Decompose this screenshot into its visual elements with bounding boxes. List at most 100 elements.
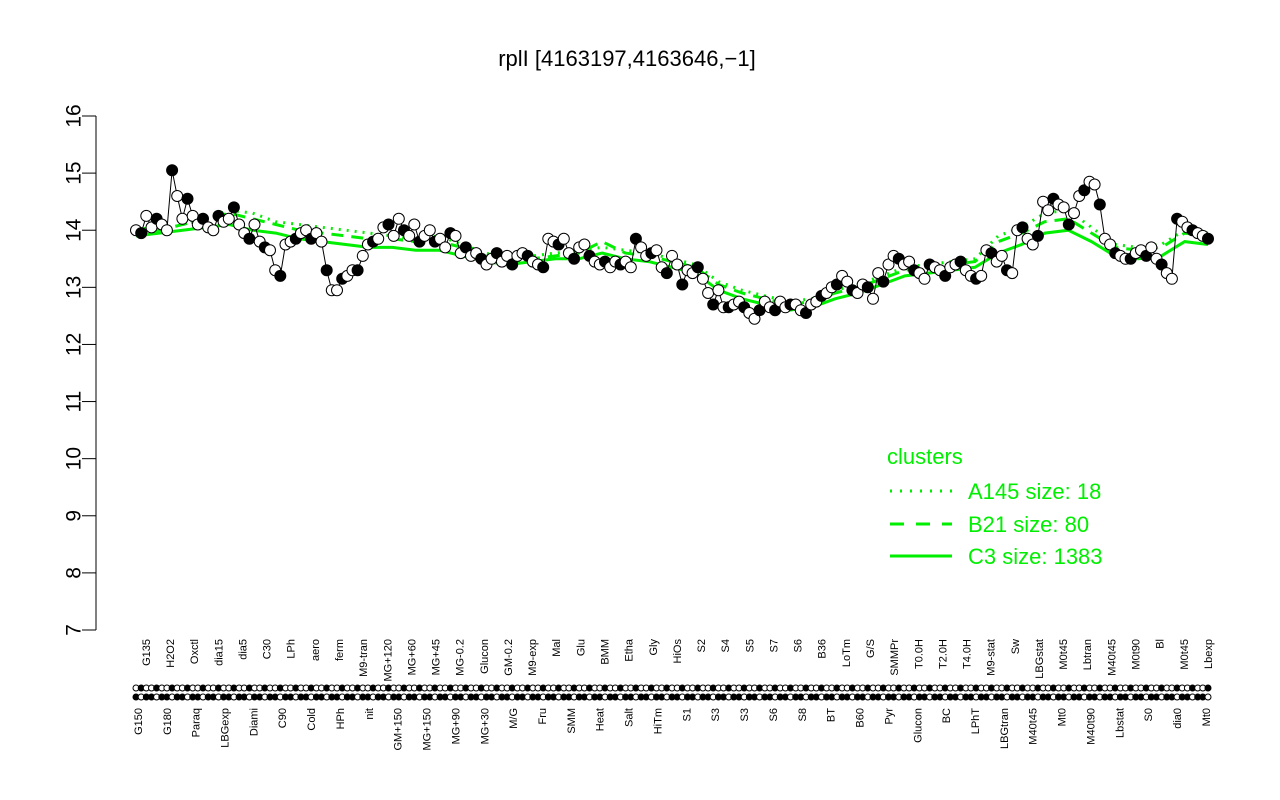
x-tick-label: Mt0 [1057,708,1069,726]
x-tick-label: T2.0H [937,639,949,669]
x-tick-label: BMM [599,639,611,665]
x-tick-label: HPh [335,708,347,729]
x-tick-label: BT [826,708,838,722]
x-tick-label: MG+150 [421,708,433,751]
x-axis-ticks: G135 H2O2 Oxctl dia15 dia5 C30 LPh aero ferm M9-t… [132,638,1215,751]
data-point [1093,198,1106,211]
data-point [439,241,452,254]
x-tick-label: LBGstat [1034,639,1046,679]
data-point [578,238,591,251]
x-tick-label: G150 [133,708,145,735]
data-point [387,229,400,242]
x-tick-label: S1 [681,708,693,721]
data-point [954,255,967,268]
data-point [995,249,1008,262]
x-tick-label: Diami [248,708,260,736]
x-tick-label: S2 [696,639,708,652]
data-point [975,269,988,282]
x-tick-label: BC [941,708,953,723]
data-point [372,232,385,245]
x-tick-label: LoTm [841,639,853,667]
data-point [227,201,240,214]
x-tick-label: M0t45 [1179,639,1191,670]
chart-title: rplI [4163197,4163646,−1] [498,46,756,71]
data-point [135,227,148,240]
x-tick-label: M9-exp [527,639,539,676]
data-point [197,212,209,225]
data-point [624,261,637,274]
data-point [568,252,581,265]
data-point [918,272,931,285]
x-tick-label: Lbexp [1203,639,1215,669]
y-axis: 7 8 9 10 11 12 13 14 15 16 [62,104,97,636]
x-tick-label: C90 [277,708,289,728]
data-point [1165,272,1178,285]
x-tick-label: M0t45 [1058,639,1070,670]
x-tick-label: S4 [720,639,732,652]
x-tick-label: LBGtran [999,708,1011,749]
data-point [207,224,220,237]
x-tick-label: MG+60 [406,639,418,675]
data-point [629,232,642,245]
y-tick-label: 7 [62,624,85,636]
x-tick-label: Mal [551,639,563,657]
x-tick-label: MG-0.2 [455,639,467,676]
y-tick-label: 9 [62,510,85,522]
x-tick-label: dia0 [1172,708,1184,729]
data-point [1016,221,1029,234]
x-tick-label: H2O2 [165,639,177,668]
x-tick-label: Heat [595,708,607,731]
data-point [650,244,663,257]
data-point [449,229,462,242]
data-point [696,272,709,285]
data-point [800,307,812,319]
x-tick-label: MG+45 [430,639,442,675]
x-tick-label: Pyr [883,708,895,725]
data-point [176,212,189,225]
legend-title: clusters [887,444,963,469]
x-tick-label: MG+120 [382,639,394,682]
data-point [1088,178,1101,191]
x-tick-label: Mt0 [1201,708,1213,726]
data-point [1042,204,1055,217]
x-tick-label: GM-0.2 [503,639,515,676]
data-point [1202,232,1214,245]
data-point [861,281,874,294]
data-point [403,229,416,242]
x-tick-label: Sw [1010,639,1022,654]
data-point [181,192,194,205]
data-point [166,164,179,177]
x-tick-label: LPhT [970,708,982,735]
y-tick-label: 14 [62,218,85,242]
x-tick-label: S8 [797,708,809,721]
data-point [140,209,153,222]
data-series [130,164,1214,325]
data-point [264,244,276,257]
x-tick-label: Cold [306,708,318,731]
data-point [1145,241,1158,254]
x-tick-label: LPh [286,639,298,659]
y-tick-label: 15 [62,161,85,184]
y-tick-label: 13 [62,276,85,299]
x-tick-label: ferm [334,639,346,661]
data-point [557,232,570,245]
x-tick-label: M40t45 [1028,708,1040,745]
x-marker [1204,693,1212,701]
data-point [171,190,184,202]
x-tick-label: M40t45 [1106,639,1118,676]
x-tick-label: SMMPr [889,639,901,676]
x-tick-label: GM+150 [393,708,405,751]
data-point [351,264,364,277]
x-tick-label: Glu [575,639,587,656]
y-tick-label: 12 [62,333,85,356]
x-tick-label: Oxctl [189,639,201,664]
x-tick-label: B36 [817,639,829,659]
data-point [707,298,720,311]
data-point [243,232,256,245]
x-tick-label: Gly [648,639,660,656]
data-point [1062,218,1075,231]
data-point [408,218,421,231]
x-tick-label: T0.0H [913,639,925,669]
legend-frame [878,438,1140,574]
data-point [712,284,725,297]
